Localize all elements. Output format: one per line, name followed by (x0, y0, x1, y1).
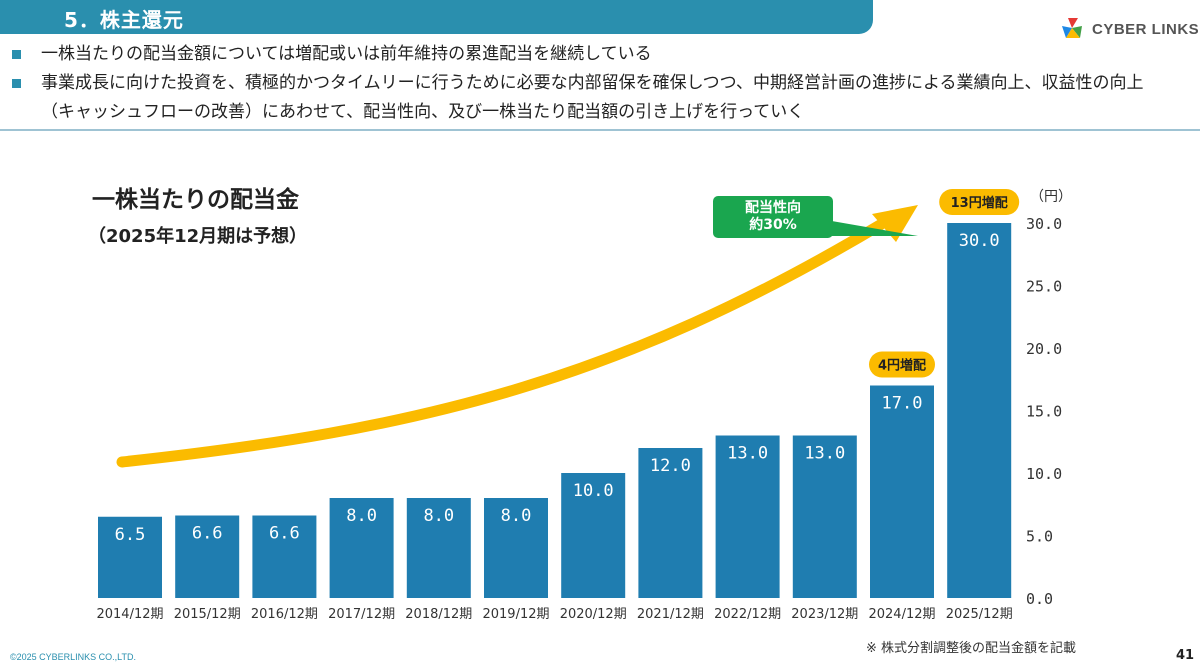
bar (406, 498, 471, 598)
increase-badge (869, 351, 935, 378)
y-tick-label: 10.0 (1026, 465, 1062, 483)
payout-ratio-callout: 配当性向 約30% (713, 196, 833, 238)
x-tick-label: 2020/12期 (560, 607, 627, 622)
divider (0, 129, 1200, 131)
bullet-text: 一株当たりの配当金額については増配或いは前年維持の累進配当を継続している (41, 44, 652, 64)
bar (870, 385, 934, 598)
bullet-item: 事業成長に向けた投資を、積極的かつタイムリーに行うために必要な内部留保を確保しつ… (10, 69, 1170, 127)
callout-pointer (826, 220, 918, 236)
chart-subtitle: （2025年12月期は予想） (88, 226, 308, 247)
bar-value-label: 17.0 (882, 394, 923, 414)
bar (175, 515, 240, 598)
footnote: ※ 株式分割調整後の配当金額を記載 (866, 641, 1077, 656)
callout-line2: 約30% (749, 217, 797, 233)
x-tick-label: 2014/12期 (96, 607, 163, 622)
x-tick-label: 2016/12期 (251, 607, 318, 622)
x-tick-label: 2015/12期 (174, 607, 241, 622)
bar (715, 435, 780, 598)
bar (792, 435, 857, 598)
header-bar (0, 0, 873, 34)
growth-arrow (116, 219, 886, 468)
bar-value-label: 6.5 (115, 525, 146, 545)
y-tick-label: 5.0 (1026, 528, 1053, 546)
growth-arrow-head (872, 205, 918, 242)
bar-value-label: 6.6 (269, 524, 300, 544)
bar (484, 498, 548, 598)
page-title: 5．株主還元 (64, 8, 184, 32)
bullet-list: 一株当たりの配当金額については増配或いは前年維持の累進配当を継続している 事業成… (10, 40, 1170, 127)
bar (329, 498, 394, 598)
x-tick-label: 2025/12期 (946, 607, 1013, 622)
page-number: 41 (1176, 648, 1195, 663)
x-tick-label: 2019/12期 (482, 607, 549, 622)
x-tick-label: 2018/12期 (405, 607, 472, 622)
copyright: ©2025 CYBERLINKS CO.,LTD. (10, 652, 137, 662)
bar-value-label: 13.0 (804, 444, 845, 464)
x-tick-label: 2023/12期 (791, 607, 858, 622)
y-tick-label: 15.0 (1026, 403, 1062, 421)
increase-badge-label: 13円増配 (951, 195, 1008, 211)
bar-value-label: 6.6 (192, 524, 223, 544)
y-tick-label: 25.0 (1026, 278, 1062, 296)
y-tick-label: 0.0 (1026, 590, 1053, 608)
bar-value-label: 12.0 (650, 456, 691, 476)
bar (947, 223, 1012, 598)
bar-value-label: 10.0 (573, 481, 614, 501)
bullet-text: 事業成長に向けた投資を、積極的かつタイムリーに行うために必要な内部留保を確保しつ… (41, 73, 1144, 122)
bar (638, 448, 703, 598)
bar-value-label: 8.0 (501, 506, 532, 526)
bar-value-label: 8.0 (423, 506, 454, 526)
x-tick-label: 2021/12期 (637, 607, 704, 622)
bullet-square-icon (12, 79, 21, 88)
chart-title: 一株当たりの配当金 (92, 187, 299, 213)
increase-badge (939, 189, 1020, 215)
x-tick-label: 2024/12期 (868, 607, 935, 622)
bar-value-label: 13.0 (727, 444, 768, 464)
bar-value-label: 8.0 (346, 506, 377, 526)
bar (561, 473, 626, 598)
bullet-square-icon (12, 50, 21, 59)
cyberlinks-logo-icon (1062, 18, 1082, 38)
bar (98, 516, 162, 598)
bar-value-label: 30.0 (959, 231, 1000, 251)
x-tick-label: 2017/12期 (328, 607, 395, 622)
x-tick-label: 2022/12期 (714, 607, 781, 622)
bullet-item: 一株当たりの配当金額については増配或いは前年維持の累進配当を継続している (10, 40, 1170, 69)
company-logo: CYBER LINKS (1058, 16, 1199, 42)
y-tick-label: 20.0 (1026, 340, 1062, 358)
y-tick-label: 30.0 (1026, 215, 1062, 233)
dividend-bar-chart: 6.5 2014/12期 6.6 2015/12期 6.6 2016/12期 8.0 2017… (96, 189, 1072, 622)
bar (252, 515, 317, 598)
callout-line1: 配当性向 (745, 200, 801, 216)
increase-badge-label: 4円増配 (878, 358, 926, 374)
logo-text: CYBER LINKS (1092, 20, 1200, 38)
y-axis-unit: （円） (1030, 189, 1072, 205)
